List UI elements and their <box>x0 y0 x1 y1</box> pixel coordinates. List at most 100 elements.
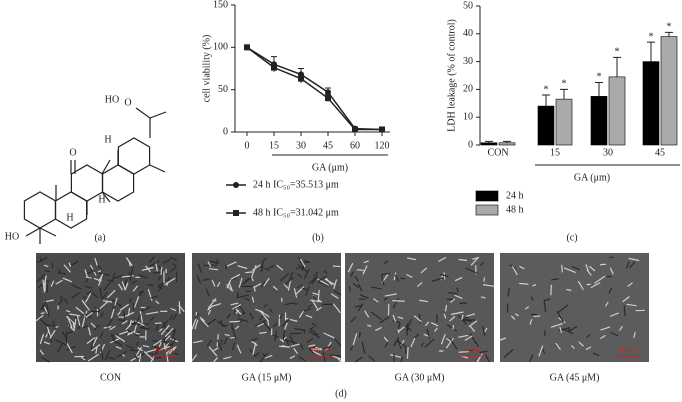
cell <box>41 356 50 363</box>
panel-label: (a) <box>94 232 105 243</box>
cell <box>599 334 606 340</box>
cell <box>97 264 103 272</box>
cell <box>110 308 115 319</box>
atom-label: HO <box>5 231 19 242</box>
cell <box>384 293 397 297</box>
cell <box>443 313 447 319</box>
cell <box>323 332 335 339</box>
cell <box>293 302 298 305</box>
cell <box>157 284 162 290</box>
cell <box>413 315 422 323</box>
cell <box>309 326 315 330</box>
cell <box>457 314 467 325</box>
axis <box>234 5 390 133</box>
y-tick-label: 0 <box>223 126 228 137</box>
cell <box>207 305 214 311</box>
x-tick-label: 30 <box>603 147 613 158</box>
cell <box>311 350 322 357</box>
cell <box>308 330 321 339</box>
cell <box>449 315 456 322</box>
cell <box>107 279 113 282</box>
cell <box>503 349 514 359</box>
cell <box>111 338 123 347</box>
cell <box>309 348 314 354</box>
cell <box>44 323 53 327</box>
cell <box>87 270 93 275</box>
cell <box>155 262 158 272</box>
cell <box>359 294 369 299</box>
y-axis-label: cell viability (%) <box>201 35 212 103</box>
cell <box>430 322 439 327</box>
cell <box>357 303 364 312</box>
cell <box>99 331 104 339</box>
cell <box>200 318 209 328</box>
cell <box>272 285 278 291</box>
cell <box>115 334 126 343</box>
cell <box>245 271 253 274</box>
cell <box>332 355 342 360</box>
cell <box>507 287 510 297</box>
scale-bar-label: 100 μm <box>155 347 174 353</box>
cell <box>362 265 368 275</box>
cell <box>499 337 507 341</box>
cell <box>144 323 150 326</box>
legend-swatch <box>475 190 499 202</box>
cell <box>107 289 116 299</box>
cell <box>399 339 405 347</box>
cell <box>135 346 143 356</box>
cell <box>70 283 82 290</box>
legend-label: 48 h IC₅₀=31.042 μm <box>253 207 339 218</box>
cell <box>469 333 477 344</box>
cell <box>141 306 151 312</box>
cell <box>230 273 241 280</box>
cell <box>318 275 327 282</box>
cell <box>134 314 142 326</box>
cell <box>119 303 130 311</box>
cell <box>166 352 169 363</box>
cell <box>259 352 268 363</box>
cell <box>445 337 452 343</box>
error-bar <box>560 88 568 100</box>
cell <box>289 335 295 344</box>
cell <box>325 341 332 351</box>
cell <box>585 264 589 272</box>
methyl <box>39 227 57 244</box>
cell <box>124 282 129 290</box>
cell <box>407 257 416 261</box>
cell <box>290 343 301 347</box>
cell <box>600 326 611 331</box>
cell <box>110 334 119 337</box>
cell <box>142 345 150 348</box>
cell <box>152 340 159 343</box>
cell <box>464 335 473 341</box>
cell <box>307 304 313 308</box>
cell <box>39 349 45 356</box>
cell <box>466 313 476 317</box>
legend-marker <box>233 210 239 216</box>
significance: * <box>562 79 567 90</box>
cell <box>449 337 458 350</box>
cell <box>191 354 198 362</box>
cell <box>71 292 80 299</box>
cell <box>438 256 447 263</box>
cell <box>610 312 619 317</box>
cell <box>262 257 268 262</box>
cell <box>138 290 145 298</box>
cell <box>347 262 354 273</box>
cell <box>236 344 242 354</box>
cell <box>145 311 159 315</box>
cell <box>312 292 319 296</box>
cell <box>288 271 294 282</box>
cell <box>269 308 273 313</box>
cell <box>626 261 630 269</box>
cell <box>197 263 203 274</box>
cell <box>93 324 100 331</box>
cell <box>138 290 143 294</box>
cell <box>178 301 181 314</box>
methyl <box>149 164 166 173</box>
cell <box>73 318 77 332</box>
cell <box>43 306 49 314</box>
cell <box>50 280 55 287</box>
cell <box>543 298 551 302</box>
cell <box>140 325 147 329</box>
